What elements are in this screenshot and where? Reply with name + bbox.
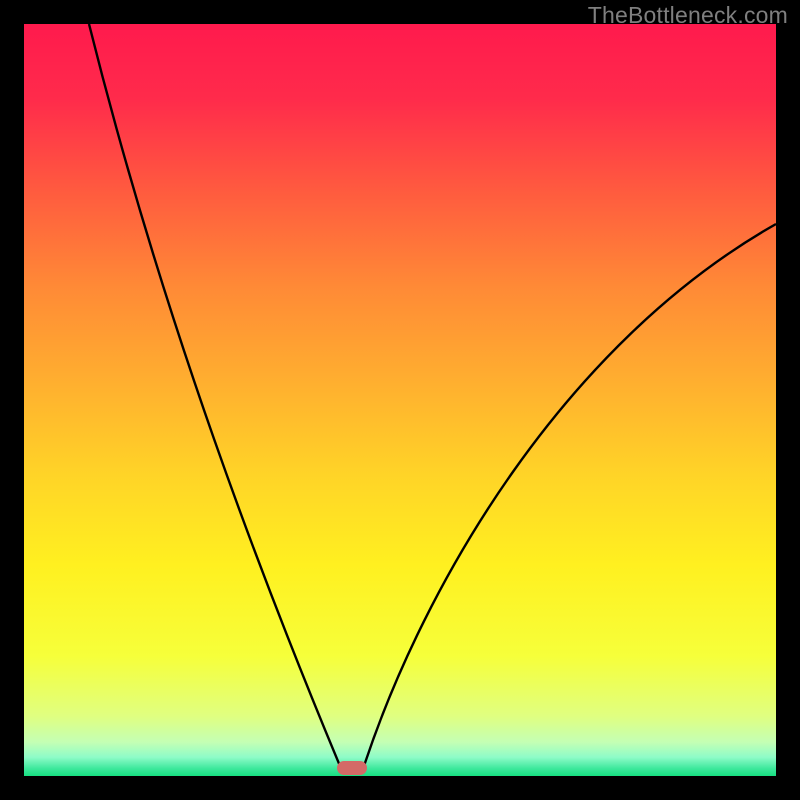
plot-area [24, 24, 776, 776]
gradient-background [24, 24, 776, 776]
watermark-text: TheBottleneck.com [588, 2, 788, 29]
optimal-point-marker [337, 761, 367, 775]
